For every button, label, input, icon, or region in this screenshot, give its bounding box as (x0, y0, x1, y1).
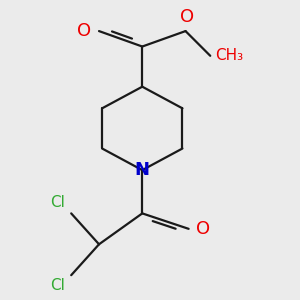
Text: O: O (77, 22, 91, 40)
Text: N: N (135, 161, 150, 179)
Text: Cl: Cl (50, 278, 65, 293)
Text: Cl: Cl (50, 195, 65, 210)
Text: O: O (196, 220, 211, 238)
Text: O: O (180, 8, 194, 26)
Text: CH₃: CH₃ (215, 48, 243, 63)
